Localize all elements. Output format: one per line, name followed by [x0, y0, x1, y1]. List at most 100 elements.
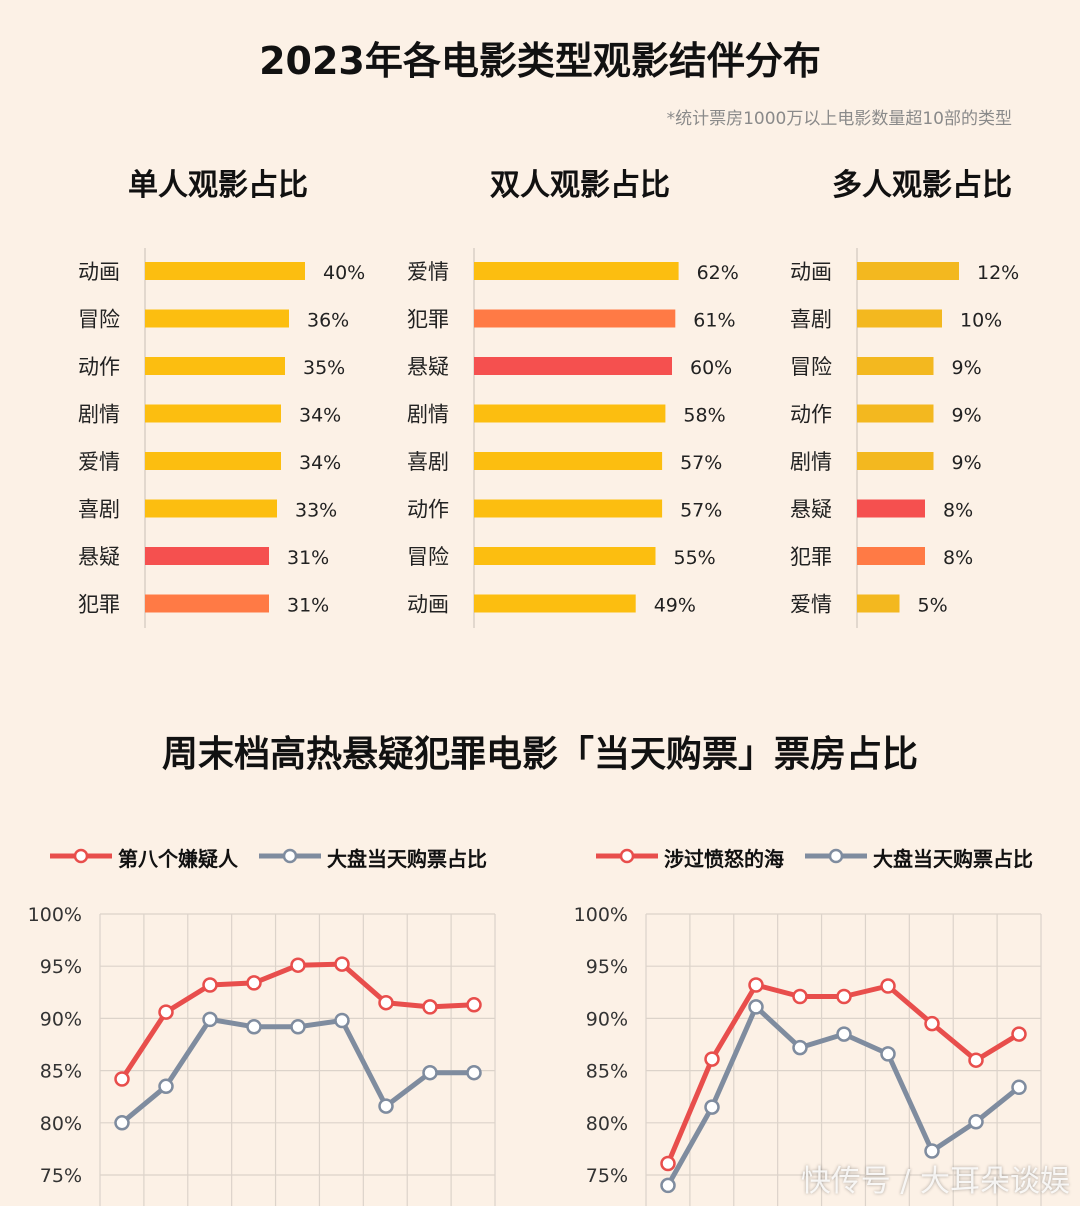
data-point	[290, 957, 306, 973]
data-point	[202, 977, 218, 993]
bar	[474, 262, 679, 280]
bar-value-label: 31%	[287, 595, 329, 617]
data-point	[704, 1099, 720, 1115]
bar-category-label: 悬疑	[78, 545, 120, 569]
data-point	[290, 1019, 306, 1035]
y-tick-label: 75%	[586, 1165, 628, 1187]
bar-category-label: 冒险	[407, 545, 449, 569]
bar-category-label: 动画	[78, 260, 120, 284]
bar-category-label: 动作	[78, 355, 120, 379]
bar	[474, 404, 666, 423]
bar	[857, 547, 925, 565]
bar-value-label: 61%	[693, 310, 735, 332]
main-title: 2023年各电影类型观影结伴分布	[259, 39, 821, 83]
y-tick-label: 100%	[28, 904, 82, 926]
data-point	[334, 956, 350, 972]
bar	[145, 452, 281, 470]
bar-category-label: 喜剧	[407, 450, 449, 474]
bar-value-label: 40%	[323, 262, 365, 284]
series-line	[120, 1016, 474, 1125]
data-point	[246, 975, 262, 991]
bar-category-label: 动画	[790, 260, 832, 284]
bar-category-label: 剧情	[78, 403, 120, 427]
bar-value-label: 49%	[654, 595, 696, 617]
panel-title-double: 双人观影占比	[490, 168, 670, 203]
legend-label-suspect: 第八个嫌疑人	[118, 847, 238, 871]
bar	[145, 404, 281, 423]
data-point	[924, 1015, 940, 1032]
bar-value-label: 57%	[680, 500, 722, 522]
data-point	[1011, 1079, 1027, 1096]
bar-value-label: 36%	[307, 310, 349, 332]
bar-value-label: 5%	[918, 595, 948, 617]
bar-value-label: 33%	[295, 500, 337, 522]
bar-category-label: 冒险	[78, 308, 120, 332]
bar	[145, 499, 277, 518]
data-point	[660, 1155, 676, 1172]
data-point	[334, 1012, 350, 1029]
y-tick-label: 85%	[586, 1061, 628, 1083]
series-line	[119, 961, 475, 1081]
bar-category-label: 冒险	[790, 355, 832, 379]
bar	[857, 262, 959, 280]
bar	[145, 547, 269, 565]
y-tick-label: 75%	[40, 1165, 82, 1187]
data-point	[466, 1064, 482, 1081]
bar-value-label: 35%	[303, 357, 345, 379]
bar-category-label: 犯罪	[790, 545, 832, 569]
bar	[857, 404, 934, 423]
data-point	[792, 1039, 808, 1056]
bar-value-label: 34%	[299, 405, 341, 427]
bar	[145, 262, 305, 280]
bar-value-label: 9%	[952, 452, 982, 474]
y-tick-label: 95%	[40, 956, 82, 978]
panel-title-multi: 多人观影占比	[832, 168, 1012, 203]
data-point	[378, 994, 394, 1011]
legend-label-market-1: 大盘当天购票占比	[327, 847, 487, 871]
data-point	[748, 999, 764, 1015]
legend-swatch-marker	[619, 848, 635, 864]
data-point	[378, 1098, 394, 1114]
data-point	[114, 1115, 130, 1131]
data-point	[748, 977, 764, 993]
data-point	[422, 999, 438, 1015]
series-line	[665, 982, 1021, 1165]
bar-value-label: 62%	[697, 262, 739, 284]
data-point	[792, 988, 808, 1005]
bar	[474, 357, 672, 375]
bar-category-label: 动作	[790, 403, 832, 427]
data-point	[466, 997, 482, 1013]
section2-title: 周末档高热悬疑犯罪电影「当天购票」票房占比	[161, 734, 918, 775]
data-point	[158, 1078, 174, 1095]
data-point	[704, 1051, 720, 1067]
bar-value-label: 9%	[952, 357, 982, 379]
bar	[145, 309, 289, 328]
bar-category-label: 犯罪	[78, 593, 120, 617]
data-point	[880, 1046, 896, 1062]
data-point	[836, 988, 852, 1005]
bar-value-label: 8%	[943, 547, 973, 569]
y-tick-label: 90%	[586, 1008, 628, 1030]
data-point	[114, 1071, 130, 1087]
data-point	[1011, 1026, 1027, 1042]
legend-swatch-marker	[828, 848, 844, 864]
bar-value-label: 55%	[674, 547, 716, 569]
bar-category-label: 动作	[407, 498, 449, 522]
data-point	[968, 1114, 984, 1130]
bar-category-label: 爱情	[790, 593, 832, 617]
data-point	[202, 1011, 218, 1028]
data-point	[836, 1026, 852, 1042]
y-tick-label: 85%	[40, 1061, 82, 1083]
bar-value-label: 57%	[680, 452, 722, 474]
bar	[857, 594, 900, 613]
y-tick-label: 95%	[586, 956, 628, 978]
bar-category-label: 喜剧	[78, 498, 120, 522]
bar-value-label: 8%	[943, 500, 973, 522]
legend-label-market-2: 大盘当天购票占比	[873, 847, 1033, 871]
bar-category-label: 悬疑	[407, 355, 449, 379]
bar	[857, 309, 942, 328]
bar-value-label: 60%	[690, 357, 732, 379]
bar	[857, 499, 925, 518]
bar-value-label: 34%	[299, 452, 341, 474]
legend-label-sea: 涉过愤怒的海	[664, 847, 784, 871]
